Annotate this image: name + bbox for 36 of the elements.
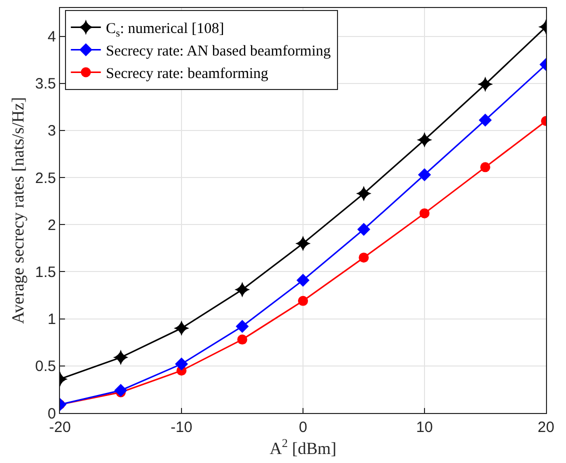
point bbox=[174, 320, 190, 336]
legend-label: C$_{s}$: numerical [108] bbox=[106, 21, 224, 40]
x-tick-label: 10 bbox=[416, 419, 433, 436]
point bbox=[420, 208, 430, 218]
x-tick-label: 0 bbox=[298, 419, 308, 436]
point bbox=[356, 186, 372, 202]
point bbox=[234, 282, 250, 298]
y-tick-label: 1 bbox=[48, 311, 56, 328]
point bbox=[175, 358, 188, 371]
point bbox=[295, 236, 311, 252]
x-tick-label: -10 bbox=[170, 419, 192, 436]
point bbox=[114, 384, 128, 397]
y-tick-label: 2 bbox=[48, 216, 56, 234]
y-axis-title: Average secrecy rates [nats/s/Hz] bbox=[8, 97, 28, 324]
point bbox=[478, 114, 492, 127]
point bbox=[416, 132, 432, 148]
point bbox=[418, 168, 431, 182]
y-tick-label: 0.5 bbox=[35, 358, 56, 376]
y-tick-label: 3.5 bbox=[35, 76, 56, 93]
point bbox=[480, 162, 490, 172]
y-tick-label: 4 bbox=[48, 28, 56, 46]
point bbox=[358, 252, 369, 263]
point bbox=[236, 320, 249, 333]
point bbox=[357, 222, 370, 236]
point bbox=[113, 350, 128, 366]
y-tick-label: 1.5 bbox=[35, 264, 56, 281]
point bbox=[298, 296, 308, 306]
point bbox=[296, 274, 310, 287]
point bbox=[237, 334, 248, 345]
point bbox=[478, 76, 493, 92]
x-axis-title: A$^{2}$ [dBm] bbox=[270, 436, 336, 458]
y-tick-label: 2.5 bbox=[35, 170, 56, 187]
y-tick-label: 3 bbox=[48, 122, 56, 140]
x-tick-label: 20 bbox=[538, 419, 554, 436]
legend-label: Secrecy rate: AN based beamforming bbox=[106, 44, 332, 60]
legend-label: Secrecy rate: beamforming bbox=[106, 66, 269, 82]
